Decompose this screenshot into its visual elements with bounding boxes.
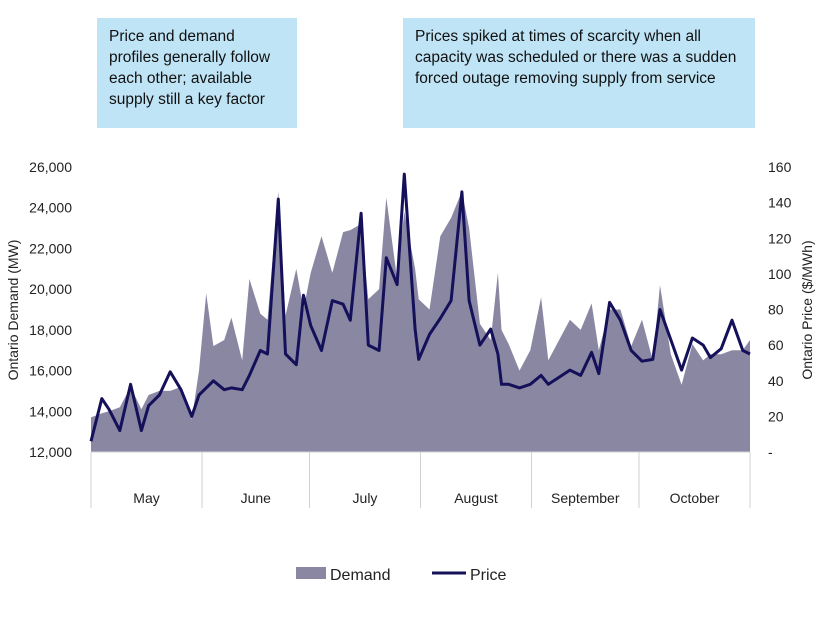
price-line xyxy=(89,172,751,442)
x-tick-label: May xyxy=(133,490,159,506)
y-right-tick-label: 80 xyxy=(768,302,784,318)
y-left-tick-label: 18,000 xyxy=(29,322,72,338)
x-tick-label: July xyxy=(353,490,378,506)
y-left-tick-label: 12,000 xyxy=(29,444,72,460)
x-tick-label: October xyxy=(670,490,720,506)
legend-label-price: Price xyxy=(470,567,507,584)
legend-swatch-demand xyxy=(296,567,326,579)
x-tick-label: September xyxy=(551,490,620,506)
y-left-tick-label: 14,000 xyxy=(29,403,72,419)
y-left-tick-label: 20,000 xyxy=(29,281,72,297)
y-right-tick-label: 60 xyxy=(768,337,784,353)
y-axis-right-label: Ontario Price ($/MWh) xyxy=(799,240,815,379)
annotation-box-price-spikes: Prices spiked at times of scarcity when … xyxy=(403,18,755,128)
y-right-tick-label: 100 xyxy=(768,266,792,282)
y-left-tick-label: 26,000 xyxy=(29,159,72,175)
y-right-tick-label: 120 xyxy=(768,230,792,246)
legend: Demand Price xyxy=(296,567,507,584)
annotation-box-demand: Price and demand profiles generally foll… xyxy=(97,18,297,128)
y-left-tick-label: 24,000 xyxy=(29,200,72,216)
y-left-tick-label: 16,000 xyxy=(29,363,72,379)
x-tick-label: August xyxy=(454,490,498,506)
legend-label-demand: Demand xyxy=(330,567,390,584)
y-right-tick-label: 20 xyxy=(768,408,784,424)
y-axis-left-label: Ontario Demand (MW) xyxy=(5,240,21,381)
x-tick-label: June xyxy=(241,490,272,506)
y-right-tick-label: - xyxy=(768,444,773,460)
y-right-tick-label: 40 xyxy=(768,373,784,389)
demand-area xyxy=(91,191,750,452)
y-right-tick-label: 140 xyxy=(768,195,792,211)
y-right-tick-label: 160 xyxy=(768,159,792,175)
y-left-tick-label: 22,000 xyxy=(29,240,72,256)
